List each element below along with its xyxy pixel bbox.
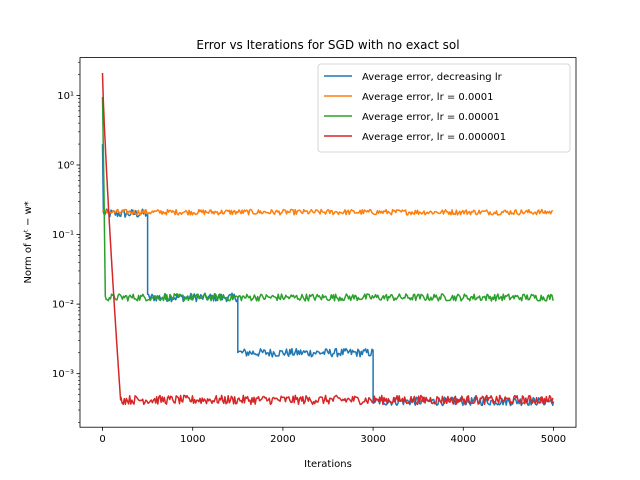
y-axis: 10⁻³ 10⁻² 10⁻¹ 10⁰ 10¹ <box>52 61 80 423</box>
y-tick-label: 10⁻³ <box>52 369 74 380</box>
series-line <box>101 144 555 407</box>
series-line <box>101 72 554 406</box>
legend-entry: Average error, lr = 0.00001 <box>362 112 500 123</box>
x-axis: 0 1000 2000 3000 4000 5000 <box>99 427 566 445</box>
series-line <box>101 96 554 302</box>
x-tick-label: 0 <box>99 434 105 445</box>
legend: Average error, decreasing lr Average erro… <box>317 63 571 153</box>
y-tick-label: 10⁰ <box>57 161 74 172</box>
y-tick-label: 10¹ <box>57 91 74 102</box>
legend-entry: Average error, decreasing lr <box>362 72 503 83</box>
plot-lines <box>101 72 555 407</box>
y-axis-label: Norm of wᵗ − w* <box>23 201 34 283</box>
x-tick-label: 3000 <box>360 434 385 445</box>
legend-entry: Average error, lr = 0.0001 <box>362 92 493 103</box>
plot-frame <box>79 57 577 428</box>
x-axis-label: Iterations <box>304 459 352 470</box>
chart-title: Error vs Iterations for SGD with no exac… <box>196 38 459 52</box>
legend-entry: Average error, lr = 0.000001 <box>362 132 506 143</box>
y-tick-label: 10⁻² <box>52 300 74 311</box>
y-tick-label: 10⁻¹ <box>52 230 74 241</box>
x-tick-label: 2000 <box>270 434 295 445</box>
x-tick-label: 4000 <box>451 434 476 445</box>
series-line <box>101 208 554 216</box>
legend-box <box>317 63 571 153</box>
x-tick-label: 1000 <box>180 434 205 445</box>
x-tick-label: 5000 <box>541 434 566 445</box>
